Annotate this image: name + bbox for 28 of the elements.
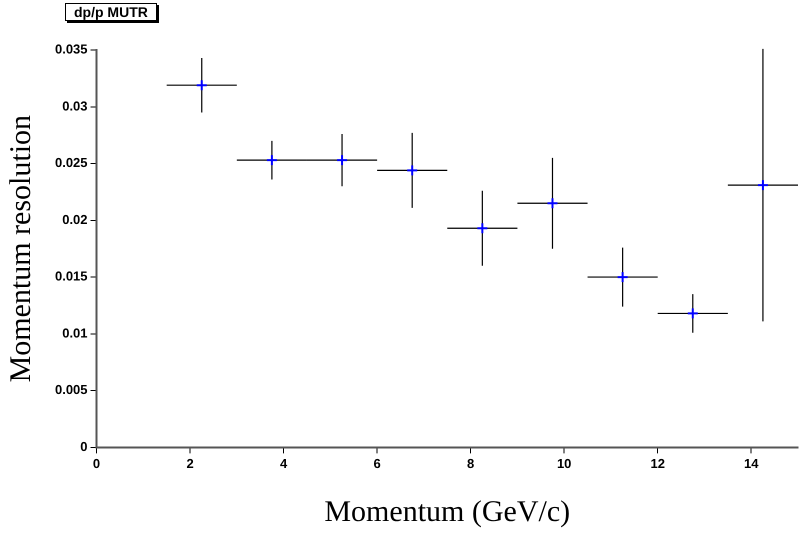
point [336,154,348,166]
x-tick-label: 2 [186,456,194,471]
x-tick-label: 12 [650,456,665,471]
y-tick-label: 0.005 [54,382,88,398]
y-axis-title: Momentum resolution [4,114,37,382]
y-tick-label: 0.025 [54,155,88,170]
y-tick-label: 0.01 [62,325,88,340]
y-tick-label: 0 [80,438,88,454]
y-tick-label: 0.035 [54,42,88,57]
x-tick-label: 0 [92,456,100,471]
point [546,197,558,210]
x-tick-label: 14 [744,456,760,471]
y-tick-label: 0.02 [62,212,88,227]
x-tick-label: 10 [556,456,572,471]
point [476,222,488,234]
point [616,271,629,284]
y-tick-label: 0.015 [54,268,88,284]
x-axis-title: Momentum (GeV/c) [324,494,570,528]
point [756,179,769,192]
x-tick-label: 8 [467,456,474,471]
point [266,154,278,166]
point [406,164,418,176]
chart-title: dp/p MUTR [65,3,157,21]
point [686,307,699,320]
point [196,79,208,92]
x-tick-label: 4 [280,456,288,471]
y-tick-label: 0.03 [62,98,88,114]
x-tick-label: 6 [374,456,381,471]
